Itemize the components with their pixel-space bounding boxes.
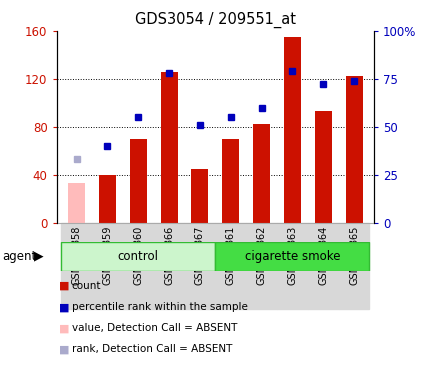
Bar [184,223,215,309]
Bar [191,169,208,223]
Text: ■: ■ [59,323,69,333]
Text: count: count [72,281,101,291]
Bar [68,183,85,223]
Bar [314,111,331,223]
Text: ▶: ▶ [34,250,43,263]
Bar [92,223,122,309]
Bar [215,223,246,309]
Bar [246,223,276,309]
Bar [61,242,215,271]
Text: control: control [118,250,158,263]
Text: ■: ■ [59,344,69,354]
Bar [276,223,307,309]
Text: value, Detection Call = ABSENT: value, Detection Call = ABSENT [72,323,237,333]
Bar [129,139,146,223]
Bar [222,139,239,223]
Bar [253,124,270,223]
Bar [283,37,300,223]
Text: ■: ■ [59,302,69,312]
Text: percentile rank within the sample: percentile rank within the sample [72,302,247,312]
Bar [345,76,362,223]
Bar [307,223,338,309]
Text: cigarette smoke: cigarette smoke [244,250,339,263]
Bar [99,175,115,223]
Text: ■: ■ [59,281,69,291]
Title: GDS3054 / 209551_at: GDS3054 / 209551_at [135,12,295,28]
Bar [153,223,184,309]
Bar [338,223,368,309]
Bar [61,223,92,309]
Bar [122,223,153,309]
Text: rank, Detection Call = ABSENT: rank, Detection Call = ABSENT [72,344,232,354]
Text: agent: agent [2,250,36,263]
Bar [215,242,368,271]
Bar [160,71,177,223]
